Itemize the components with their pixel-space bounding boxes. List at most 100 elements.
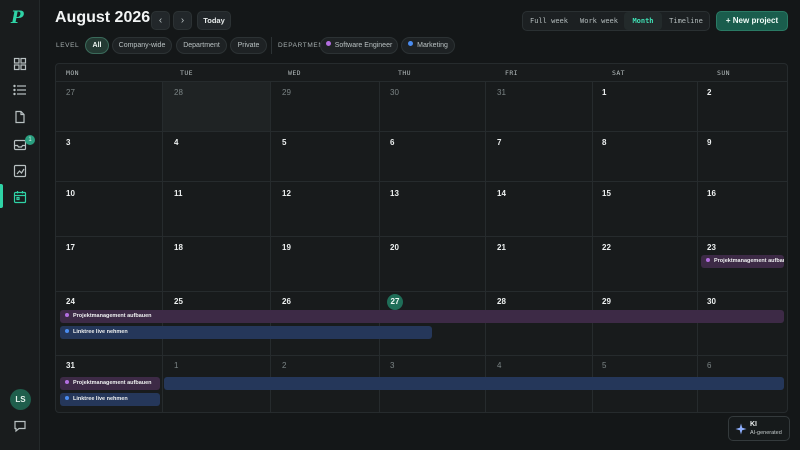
weekday-mon: MON (66, 69, 79, 77)
day-cell[interactable]: 28 (174, 88, 183, 97)
grid-line (162, 81, 163, 412)
grid-line (592, 81, 593, 412)
day-cell[interactable]: 18 (174, 243, 183, 252)
sidebar: P 1 LS (0, 0, 40, 450)
day-cell[interactable]: 7 (497, 138, 502, 147)
day-cell[interactable]: 29 (282, 88, 291, 97)
day-cell[interactable]: 4 (497, 361, 502, 370)
document-icon[interactable] (13, 110, 27, 124)
event-projektmanagement[interactable]: Projektmanagement aufbauen (701, 255, 784, 268)
reports-icon[interactable] (13, 164, 27, 178)
view-work-week[interactable]: Work week (580, 17, 618, 25)
event-projektmanagement[interactable]: Projektmanagement aufbauen (60, 310, 784, 323)
grid-line (270, 81, 271, 412)
inbox-icon[interactable] (13, 138, 27, 152)
highlighted-cell (162, 81, 270, 131)
day-cell[interactable]: 14 (497, 189, 506, 198)
purple-dot-icon (706, 258, 710, 262)
page-title: August 2026 (55, 9, 151, 26)
day-cell[interactable]: 6 (390, 138, 395, 147)
day-cell[interactable]: 3 (66, 138, 71, 147)
day-cell[interactable]: 25 (174, 297, 183, 306)
day-cell[interactable]: 6 (707, 361, 712, 370)
day-cell[interactable]: 15 (602, 189, 611, 198)
level-chip-all[interactable]: All (85, 37, 109, 54)
day-cell[interactable]: 1 (174, 361, 179, 370)
chat-icon[interactable] (13, 419, 27, 433)
day-cell[interactable]: 24 (66, 297, 75, 306)
level-chip-company-wide[interactable]: Company-wide (112, 37, 172, 54)
purple-dot-icon (65, 380, 69, 384)
day-cell[interactable]: 8 (602, 138, 607, 147)
day-cell[interactable]: 11 (174, 189, 183, 198)
level-chip-department[interactable]: Department (176, 37, 227, 54)
weekday-thu: THU (398, 69, 411, 77)
day-cell[interactable]: 9 (707, 138, 712, 147)
event-linktree[interactable]: Linktree live nehmen (60, 393, 160, 406)
day-cell[interactable]: 27 (66, 88, 75, 97)
day-cell[interactable]: 20 (390, 243, 399, 252)
day-cell[interactable]: 5 (602, 361, 607, 370)
day-cell[interactable]: 4 (174, 138, 179, 147)
day-cell[interactable]: 3 (390, 361, 395, 370)
grid-line (379, 81, 380, 412)
app-logo[interactable]: P (11, 8, 24, 28)
blue-dot-icon (408, 41, 414, 46)
event-projektmanagement[interactable]: Projektmanagement aufbauen (60, 377, 160, 390)
dashboard-icon[interactable] (13, 57, 27, 71)
day-cell[interactable]: 26 (282, 297, 291, 306)
calendar-icon[interactable] (13, 190, 27, 204)
day-cell[interactable]: 10 (66, 189, 75, 198)
day-cell[interactable]: 5 (282, 138, 287, 147)
day-cell[interactable]: 17 (66, 243, 75, 252)
view-month[interactable]: Month (624, 12, 662, 30)
list-icon[interactable] (13, 83, 27, 97)
today-button[interactable]: Today (197, 11, 231, 30)
day-cell[interactable]: 2 (707, 88, 712, 97)
grid-line (485, 81, 486, 412)
day-cell[interactable]: 30 (707, 297, 716, 306)
day-cell[interactable]: 19 (282, 243, 291, 252)
ai-generated-badge[interactable]: KI AI-generated (728, 416, 790, 441)
day-cell[interactable]: 12 (282, 189, 291, 198)
grid-line (56, 291, 787, 292)
day-cell[interactable]: 2 (282, 361, 287, 370)
day-cell[interactable]: 30 (390, 88, 399, 97)
day-cell[interactable]: 21 (497, 243, 506, 252)
ai-badge-subtitle: AI-generated (750, 430, 782, 436)
sparkle-icon (735, 423, 747, 435)
view-timeline[interactable]: Timeline (669, 17, 703, 25)
weekday-sun: SUN (717, 69, 730, 77)
weekday-sat: SAT (612, 69, 625, 77)
day-cell[interactable]: 31 (497, 88, 506, 97)
level-chip-private[interactable]: Private (230, 37, 267, 54)
day-cell[interactable]: 31 (66, 361, 75, 370)
day-cell[interactable]: 29 (602, 297, 611, 306)
event-bar-continuation[interactable] (164, 377, 784, 390)
prev-month-button[interactable]: ‹ (151, 11, 170, 30)
next-month-button[interactable]: › (173, 11, 192, 30)
grid-line (697, 81, 698, 412)
event-linktree[interactable]: Linktree live nehmen (60, 326, 432, 339)
view-full-week[interactable]: Full week (530, 17, 568, 25)
purple-dot-icon (65, 313, 69, 317)
active-indicator (0, 184, 3, 208)
new-project-button[interactable]: + New project (716, 11, 788, 31)
filter-divider (271, 37, 272, 54)
day-cell[interactable]: 23 (707, 243, 716, 252)
grid-line (56, 236, 787, 237)
day-cell[interactable]: 28 (497, 297, 506, 306)
day-cell[interactable]: 13 (390, 189, 399, 198)
weekday-fri: FRI (505, 69, 518, 77)
day-cell[interactable]: 16 (707, 189, 716, 198)
notification-badge: 1 (25, 135, 35, 145)
department-chip-software-engineer[interactable]: Software Engineer (320, 37, 398, 54)
weekday-tue: TUE (180, 69, 193, 77)
department-chip-marketing[interactable]: Marketing (401, 37, 455, 54)
day-cell[interactable]: 22 (602, 243, 611, 252)
today-marker[interactable]: 27 (387, 294, 403, 310)
user-avatar[interactable]: LS (10, 389, 31, 410)
day-cell[interactable]: 1 (602, 88, 607, 97)
grid-line (56, 131, 787, 132)
purple-dot-icon (325, 41, 331, 46)
